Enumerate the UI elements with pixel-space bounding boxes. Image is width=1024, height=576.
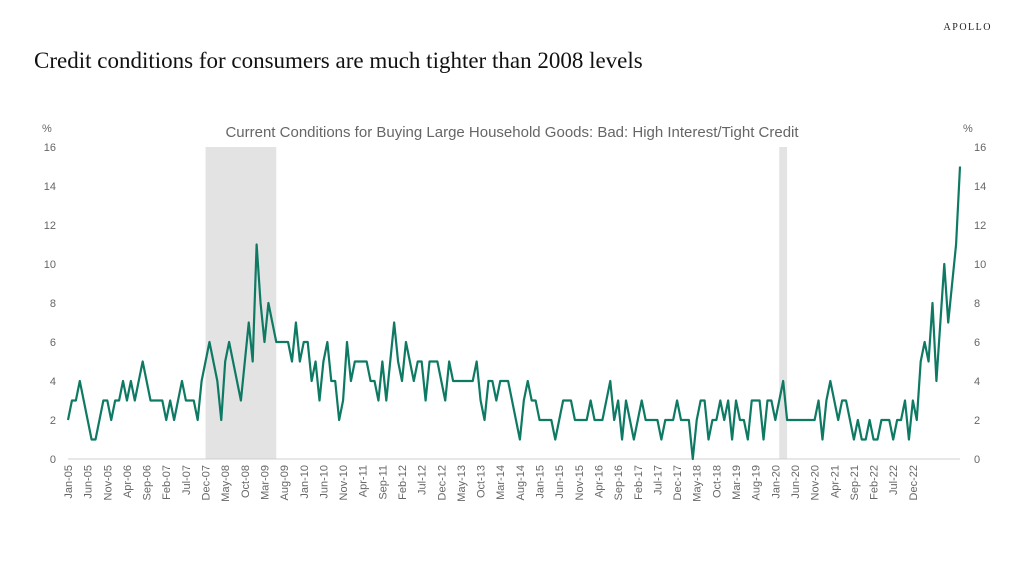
x-tick-label: Nov-20 <box>810 465 822 500</box>
x-tick-label: Oct-13 <box>476 465 488 498</box>
x-tick-label: Mar-19 <box>731 465 743 500</box>
x-tick-label: Jan-10 <box>299 465 311 499</box>
y-unit-right: % <box>963 123 973 135</box>
y-unit-left: % <box>42 123 52 135</box>
y-tick-label-left: 10 <box>44 259 56 271</box>
x-tick-label: Mar-14 <box>495 465 507 500</box>
x-tick-label: Dec-12 <box>436 465 448 500</box>
x-tick-label: Apr-16 <box>593 465 605 498</box>
y-tick-label-right: 12 <box>974 220 986 232</box>
x-tick-label: Sep-21 <box>849 465 861 500</box>
x-tick-label: Mar-09 <box>259 465 271 500</box>
y-tick-label-right: 16 <box>974 142 986 154</box>
y-tick-label-right: 2 <box>974 415 980 427</box>
x-tick-label: Oct-18 <box>711 465 723 498</box>
x-tick-label: Jul-07 <box>181 465 193 495</box>
page-title: Credit conditions for consumers are much… <box>34 48 643 73</box>
x-tick-label: May-13 <box>456 465 468 502</box>
x-tick-label: Oct-08 <box>240 465 252 498</box>
chart-title: Current Conditions for Buying Large Hous… <box>225 124 799 141</box>
x-tick-label: Feb-22 <box>869 465 881 500</box>
y-tick-label-right: 4 <box>974 376 980 388</box>
x-tick-label: Jul-17 <box>652 465 664 495</box>
x-tick-label: Jun-15 <box>554 465 566 499</box>
x-tick-label: May-08 <box>220 465 232 502</box>
y-tick-label-left: 4 <box>50 376 56 388</box>
y-tick-label-left: 8 <box>50 298 56 310</box>
x-tick-label: Jun-10 <box>318 465 330 499</box>
y-tick-label-right: 8 <box>974 298 980 310</box>
x-tick-label: Feb-07 <box>161 465 173 500</box>
y-tick-label-right: 0 <box>974 454 980 466</box>
y-tick-label-right: 6 <box>974 337 980 349</box>
y-tick-label-right: 10 <box>974 259 986 271</box>
x-tick-label: May-18 <box>692 465 704 502</box>
x-tick-label: Jan-15 <box>535 465 547 499</box>
x-tick-label: Nov-15 <box>574 465 586 500</box>
x-tick-label: Jul-12 <box>417 465 429 495</box>
series-line <box>66 166 962 461</box>
recession-shading <box>779 147 788 459</box>
x-tick-label: Jun-20 <box>790 465 802 499</box>
x-tick-label: Dec-07 <box>201 465 213 500</box>
x-tick-label: Nov-10 <box>338 465 350 500</box>
x-tick-label: Apr-11 <box>358 465 370 497</box>
x-tick-label: Feb-12 <box>397 465 409 500</box>
x-tick-label: Aug-09 <box>279 465 291 500</box>
x-tick-label: Jan-20 <box>770 465 782 499</box>
x-tick-label: Jul-22 <box>888 465 900 495</box>
x-tick-label: Aug-19 <box>751 465 763 500</box>
x-tick-label: Feb-17 <box>633 465 645 500</box>
y-tick-label-right: 14 <box>974 181 986 193</box>
x-tick-label: Apr-06 <box>122 465 134 498</box>
x-tick-label: Jan-05 <box>63 465 75 499</box>
x-tick-label: Apr-21 <box>829 465 841 498</box>
y-tick-label-left: 0 <box>50 454 56 466</box>
x-tick-label: Aug-14 <box>515 465 527 500</box>
y-tick-label-left: 6 <box>50 337 56 349</box>
y-tick-label-left: 16 <box>44 142 56 154</box>
y-tick-label-left: 12 <box>44 220 56 232</box>
y-tick-label-left: 14 <box>44 181 56 193</box>
x-tick-label: Jun-05 <box>83 465 95 499</box>
x-tick-label: Nov-05 <box>102 465 114 500</box>
x-tick-label: Dec-17 <box>672 465 684 500</box>
y-tick-label-left: 2 <box>50 415 56 427</box>
x-tick-label: Sep-16 <box>613 465 625 500</box>
x-tick-label: Dec-22 <box>908 465 920 500</box>
x-tick-label: Sep-11 <box>377 465 389 500</box>
brand-logo: APOLLO <box>943 22 992 33</box>
recession-shading <box>205 147 277 459</box>
x-tick-label: Sep-06 <box>142 465 154 500</box>
